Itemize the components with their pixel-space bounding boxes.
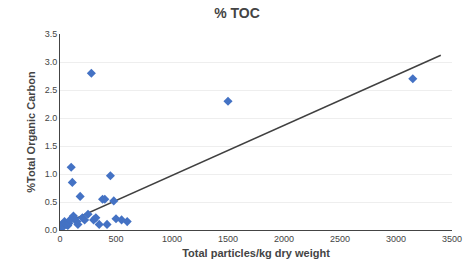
svg-text:3.0: 3.0 bbox=[45, 57, 58, 67]
svg-text:1500: 1500 bbox=[218, 234, 238, 244]
svg-text:2000: 2000 bbox=[274, 234, 294, 244]
svg-text:% TOC: % TOC bbox=[214, 5, 260, 21]
svg-text:Total particles/kg dry weight: Total particles/kg dry weight bbox=[182, 247, 330, 259]
svg-text:1.0: 1.0 bbox=[45, 169, 58, 179]
svg-text:2500: 2500 bbox=[330, 234, 350, 244]
svg-text:%Total Organic Carbon: %Total Organic Carbon bbox=[25, 71, 37, 193]
svg-text:500: 500 bbox=[108, 234, 123, 244]
svg-text:0: 0 bbox=[57, 234, 62, 244]
svg-text:2.0: 2.0 bbox=[45, 113, 58, 123]
svg-text:3500: 3500 bbox=[442, 234, 462, 244]
svg-text:0.0: 0.0 bbox=[45, 225, 58, 235]
svg-text:3.5: 3.5 bbox=[45, 29, 58, 39]
svg-text:1.5: 1.5 bbox=[45, 141, 58, 151]
svg-text:0.5: 0.5 bbox=[45, 197, 58, 207]
svg-text:2.5: 2.5 bbox=[45, 85, 58, 95]
svg-text:3000: 3000 bbox=[386, 234, 406, 244]
svg-text:1000: 1000 bbox=[162, 234, 182, 244]
